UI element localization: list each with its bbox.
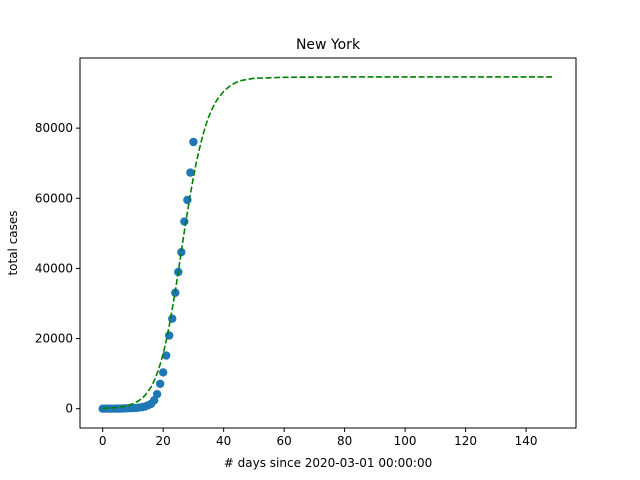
x-tick-label: 80 xyxy=(337,434,352,448)
x-tick-label: 60 xyxy=(277,434,292,448)
y-tick-label: 80000 xyxy=(35,121,73,135)
y-tick-label: 60000 xyxy=(35,191,73,205)
data-point xyxy=(158,368,168,377)
x-tick-label: 140 xyxy=(515,434,538,448)
axis-ticks: 0 20 40 60 80 100 120 140 0 20000 40000 60000 80000 xyxy=(35,121,538,448)
y-tick-label: 40000 xyxy=(35,261,73,275)
y-tick-label: 20000 xyxy=(35,332,73,346)
data-point xyxy=(155,379,165,389)
x-tick-label: 100 xyxy=(394,434,417,448)
data-point xyxy=(177,247,186,257)
data-point xyxy=(180,217,189,226)
axes-frame xyxy=(79,57,577,429)
plot-area xyxy=(98,76,554,413)
x-tick-label: 20 xyxy=(156,434,171,448)
data-point xyxy=(149,396,159,405)
data-point xyxy=(161,351,171,360)
data-point xyxy=(186,168,195,177)
x-tick-label: 40 xyxy=(216,434,231,448)
fit-line xyxy=(102,76,554,410)
data-point xyxy=(152,389,162,399)
x-tick-label: 120 xyxy=(454,434,477,448)
y-axis-label: total cases xyxy=(6,210,20,275)
x-tick-label: 0 xyxy=(99,434,107,448)
y-tick-label: 0 xyxy=(65,402,73,416)
x-axis-label: # days since 2020-03-01 00:00:00 xyxy=(224,456,432,470)
data-point xyxy=(189,137,198,147)
chart-title: New York xyxy=(296,37,361,53)
